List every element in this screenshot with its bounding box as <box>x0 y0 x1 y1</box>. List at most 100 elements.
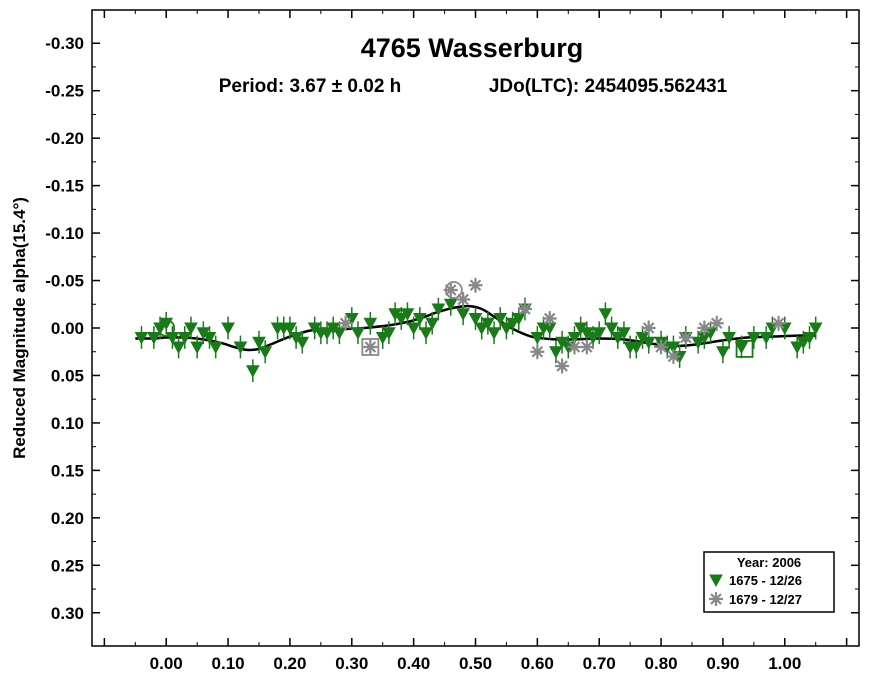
data-point-1675 <box>412 313 427 326</box>
data-point-1675 <box>790 341 804 355</box>
legend-asterisk-glyph <box>709 592 723 606</box>
data-point-1675 <box>419 327 433 340</box>
data-point-1675 <box>716 346 730 359</box>
data-point-1675 <box>363 317 378 331</box>
legend-triangle-icon <box>709 574 723 588</box>
data-point-1679 <box>555 358 570 373</box>
data-point-1675 <box>530 331 545 345</box>
data-point-1675 <box>443 298 458 312</box>
data-point-1675 <box>511 313 526 326</box>
y-axis-ticks: -0.30 -0.25 -0.20 -0.15 -0.10 -0.05 0.00 0.05 0.… <box>45 34 859 623</box>
y-tick-label: 0.25 <box>51 556 84 575</box>
open-circle-marker <box>444 281 463 299</box>
data-point-1675 <box>190 341 204 355</box>
data-point-1675 <box>604 322 619 336</box>
data-point-1679 <box>338 316 353 331</box>
x-tick-label: 0.30 <box>335 654 368 673</box>
y-tick-label: -0.15 <box>45 177 84 196</box>
period-text: Period: 3.67 ± 0.02 h <box>219 76 402 97</box>
y-tick-label: -0.10 <box>45 224 84 243</box>
y-tick-label: 0.15 <box>51 461 84 480</box>
data-point-1679 <box>456 292 471 307</box>
data-point-1675 <box>177 331 192 345</box>
data-point-1675 <box>610 331 625 345</box>
data-point-1675 <box>499 322 514 336</box>
data-point-1675 <box>759 331 774 345</box>
data-point-1679 <box>530 344 545 359</box>
chart-title: 4765 Wasserburg <box>361 33 584 63</box>
data-point-1675 <box>245 365 260 378</box>
data-point-1675 <box>283 322 297 336</box>
open-circle-marker <box>157 319 176 337</box>
data-point-1675 <box>295 336 310 350</box>
data-point-1675 <box>233 341 248 355</box>
data-point-1679 <box>468 278 483 293</box>
data-point-1675 <box>802 331 817 345</box>
y-tick-label: 0.05 <box>51 366 84 385</box>
data-point-1675 <box>332 327 347 340</box>
data-point-1675 <box>505 317 520 331</box>
data-point-1675 <box>567 331 582 345</box>
x-tick-label: 0.50 <box>459 654 492 673</box>
data-point-1675 <box>258 346 273 359</box>
data-point-1679 <box>654 339 669 354</box>
y-tick-label: -0.20 <box>45 129 84 148</box>
y-tick-label: 0.10 <box>51 414 84 433</box>
y-axis-label: Reduced Magnitude alpha(15.4°) <box>10 197 29 459</box>
data-point-1675 <box>641 336 656 350</box>
legend-box <box>703 551 835 613</box>
epoch-text: JDo(LTC): 2454095.562431 <box>489 76 728 97</box>
legend: Year: 2006 1675 - 12/26 1679 - 12/27 <box>703 551 835 613</box>
data-point-1679 <box>363 339 378 354</box>
data-point-1675 <box>691 336 706 350</box>
x-tick-label: 0.60 <box>521 654 554 673</box>
data-point-1675 <box>586 331 600 345</box>
data-point-1679 <box>579 339 594 354</box>
x-tick-label: 0.20 <box>273 654 306 673</box>
data-point-1675 <box>406 322 421 336</box>
data-point-1679 <box>517 302 532 317</box>
y-tick-label: 0.20 <box>51 509 84 528</box>
x-tick-label: 0.40 <box>397 654 430 673</box>
x-tick-label: 1.00 <box>768 654 801 673</box>
data-point-1675 <box>184 322 198 336</box>
data-point-1675 <box>147 331 161 345</box>
data-point-1679 <box>567 339 582 354</box>
x-tick-label: 0.80 <box>645 654 678 673</box>
data-point-1675 <box>208 341 223 355</box>
data-point-1675 <box>666 341 681 355</box>
data-point-1679 <box>443 283 458 298</box>
data-point-1675 <box>796 336 811 350</box>
data-point-1675 <box>617 327 631 340</box>
x-tick-label: 0.10 <box>212 654 245 673</box>
data-point-1675 <box>351 327 365 340</box>
data-point-1675 <box>747 331 761 345</box>
y-tick-label: 0.00 <box>51 319 84 338</box>
data-point-1675 <box>320 327 334 340</box>
data-point-1675 <box>382 327 396 340</box>
x-tick-label: 0.70 <box>583 654 616 673</box>
data-point-1675 <box>493 313 508 326</box>
x-tick-label: 0.00 <box>150 654 183 673</box>
data-point-1675 <box>481 317 495 331</box>
y-tick-label: -0.30 <box>45 34 84 53</box>
data-point-1675 <box>400 308 415 321</box>
data-point-1675 <box>252 336 266 350</box>
y-tick-label: -0.25 <box>45 82 84 101</box>
data-point-1675 <box>134 331 149 345</box>
data-point-1675 <box>549 346 563 359</box>
data-point-1679 <box>542 311 557 326</box>
open-square-marker <box>735 339 754 358</box>
y-tick-label: 0.30 <box>51 604 84 623</box>
data-point-1679 <box>678 330 693 345</box>
x-axis-ticks: 0.00 0.10 0.20 0.30 0.40 0.50 0.60 0.70 0.80 0.90… <box>103 10 848 673</box>
data-point-1679 <box>771 316 786 331</box>
data-point-1675 <box>431 303 446 317</box>
legend-title: Year: 2006 <box>737 555 801 570</box>
open-square-marker <box>361 338 380 356</box>
data-point-1675 <box>202 331 217 345</box>
data-point-1679 <box>709 316 724 331</box>
data-point-1675 <box>474 322 489 336</box>
data-point-1675 <box>468 313 483 326</box>
data-points-layer <box>134 277 823 383</box>
